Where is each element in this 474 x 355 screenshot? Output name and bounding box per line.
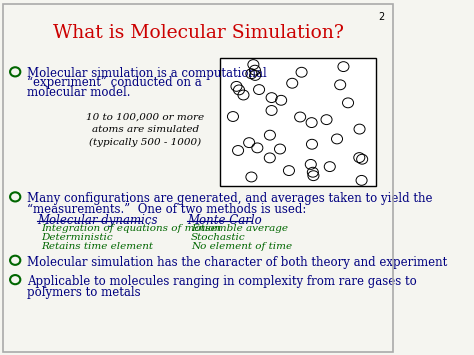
Text: “measurements.”  One of two methods is used:: “measurements.” One of two methods is us… [27,203,306,216]
Text: Molecular simulation has the character of both theory and experiment: Molecular simulation has the character o… [27,256,447,269]
Text: Retains time element: Retains time element [41,242,153,251]
Text: polymers to metals: polymers to metals [27,286,141,299]
Text: 2: 2 [378,12,384,22]
Text: No element of time: No element of time [191,242,292,251]
Text: Deterministic: Deterministic [41,233,112,242]
Text: Monte Carlo: Monte Carlo [187,214,262,228]
Text: Stochastic: Stochastic [191,233,246,242]
Text: 10 to 100,000 or more
atoms are simulated
(typically 500 - 1000): 10 to 100,000 or more atoms are simulate… [86,112,204,147]
FancyBboxPatch shape [220,58,376,186]
Text: molecular model.: molecular model. [27,86,130,99]
Text: Many configurations are generated, and averages taken to yield the: Many configurations are generated, and a… [27,192,433,205]
Text: “experiment” conducted on a: “experiment” conducted on a [27,76,202,89]
Text: Integration of equations of motion: Integration of equations of motion [41,224,221,233]
Text: Molecular simulation is a computational: Molecular simulation is a computational [27,66,267,80]
Text: Molecular dynamics: Molecular dynamics [37,214,157,228]
Text: Ensemble average: Ensemble average [191,224,288,233]
Text: Applicable to molecules ranging in complexity from rare gases to: Applicable to molecules ranging in compl… [27,275,417,288]
Text: What is Molecular Simulation?: What is Molecular Simulation? [53,24,344,42]
